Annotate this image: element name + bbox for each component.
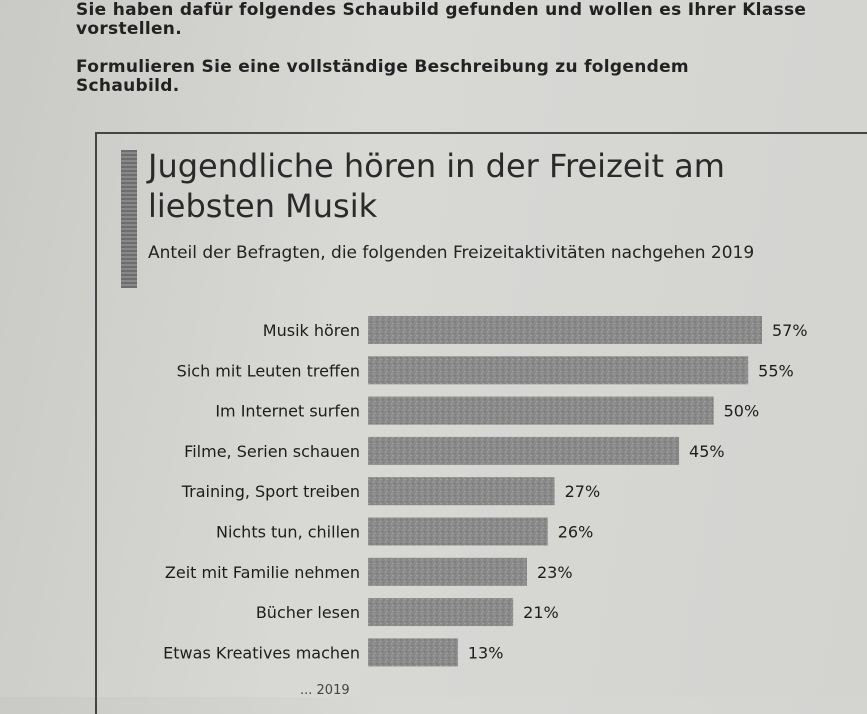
category-label: Nichts tun, chillen [216, 523, 360, 542]
title-accent-bar [121, 150, 137, 288]
bar-chart: Musik hören 57% Sich mit Leuten treffen 55%… [163, 316, 808, 667]
bar [368, 517, 548, 546]
value-label: 23% [537, 563, 573, 582]
value-label: 57% [772, 321, 808, 340]
source-footer: ... 2019 [300, 683, 350, 698]
chart-subtitle: Anteil der Befragten, die folgenden Frei… [148, 243, 755, 263]
instruction-text-2: Formulieren Sie eine vollständige Beschr… [76, 57, 689, 96]
value-label: 55% [758, 361, 794, 380]
value-label: 50% [724, 402, 760, 421]
category-label: Bücher lesen [256, 603, 360, 622]
bar [368, 638, 458, 667]
category-label: Im Internet surfen [215, 402, 360, 421]
value-label: 21% [523, 603, 559, 622]
category-label: Musik hören [263, 321, 360, 340]
value-label: 27% [565, 482, 601, 501]
category-label: Training, Sport treiben [181, 482, 360, 501]
bar [368, 436, 680, 465]
bar [368, 598, 514, 627]
bar [368, 356, 749, 385]
bar [368, 477, 555, 506]
value-label: 26% [558, 523, 594, 542]
instruction-text-1: Sie haben dafür folgendes Schaubild gefu… [76, 0, 807, 39]
category-label: Filme, Serien schauen [184, 442, 360, 461]
category-label: Sich mit Leuten treffen [177, 361, 360, 380]
bar [368, 557, 527, 586]
value-label: 13% [468, 643, 504, 662]
value-label: 45% [689, 442, 725, 461]
bar [368, 316, 762, 344]
chart-title: Jugendliche hören in der Freizeit am lie… [148, 147, 725, 225]
category-label: Zeit mit Familie nehmen [165, 563, 360, 582]
bar [368, 396, 714, 425]
category-label: Etwas Kreatives machen [163, 643, 360, 662]
chart-card [95, 132, 867, 714]
